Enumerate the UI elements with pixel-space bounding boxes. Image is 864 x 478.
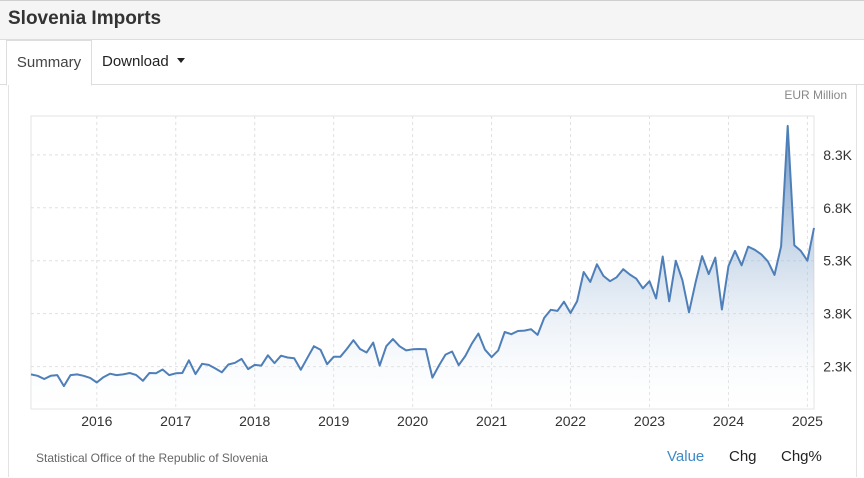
- x-tick-label: 2025: [792, 413, 823, 429]
- y-tick-label: 8.3K: [823, 147, 852, 163]
- toggle-value[interactable]: Value: [667, 448, 705, 465]
- tab-download-label: Download: [102, 53, 169, 70]
- x-tick-label: 2024: [713, 413, 744, 429]
- x-tick-label: 2017: [160, 413, 191, 429]
- x-tick-label: 2020: [397, 413, 428, 429]
- y-axis-labels: 2.3K 3.8K 5.3K 6.8K 8.3K: [823, 147, 852, 375]
- tab-bar: Summary Download: [0, 40, 864, 86]
- x-tick-label: 2021: [476, 413, 507, 429]
- title-bar: Slovenia Imports: [0, 0, 864, 40]
- y-tick-label: 5.3K: [823, 253, 852, 269]
- x-axis-labels: 2016 2017 2018 2019 2020 2021 2022 2023 2024 2025: [81, 413, 823, 429]
- x-tick-label: 2019: [318, 413, 349, 429]
- toggle-chg[interactable]: Chg: [729, 448, 757, 465]
- y-tick-label: 2.3K: [823, 359, 852, 375]
- chart-panel: [8, 85, 857, 477]
- series-line: [30, 124, 815, 388]
- page-title: Slovenia Imports: [8, 8, 162, 29]
- series-area: [31, 125, 814, 410]
- tab-download[interactable]: Download: [102, 40, 185, 85]
- x-tick-label: 2018: [239, 413, 270, 429]
- y-tick-label: 3.8K: [823, 306, 852, 322]
- source-label: Statistical Office of the Republic of Sl…: [36, 451, 268, 465]
- caret-down-icon: [176, 57, 185, 63]
- x-tick-label: 2022: [555, 413, 586, 429]
- tab-summary[interactable]: Summary: [6, 40, 92, 86]
- toggle-chgpct[interactable]: Chg%: [781, 448, 822, 465]
- chart-unit-label: EUR Million: [784, 88, 847, 102]
- x-tick-label: 2023: [634, 413, 665, 429]
- y-tick-label: 6.8K: [823, 200, 852, 216]
- x-tick-label: 2016: [81, 413, 112, 429]
